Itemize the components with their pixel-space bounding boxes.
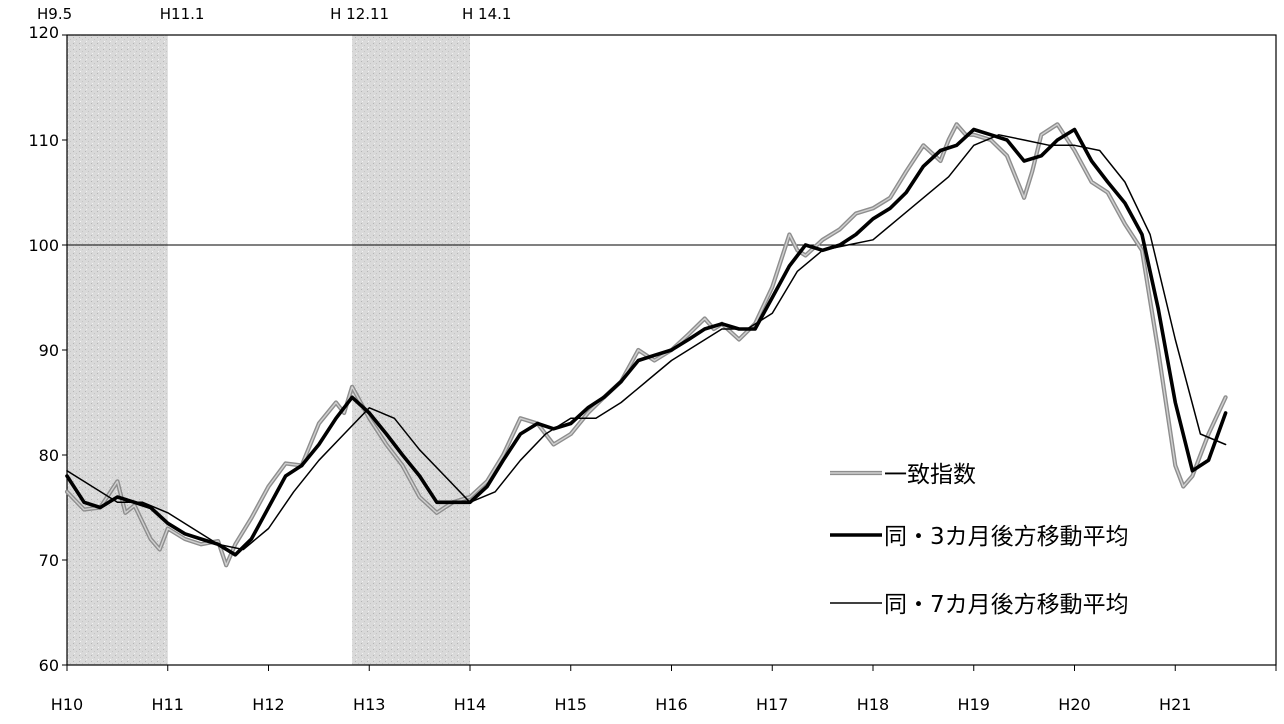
frame-layer: H9.5 H11.1 H 12.11 H 14.1 60 70 80 90 100 110 120 H… <box>28 5 1277 714</box>
shade-layer <box>67 35 470 665</box>
series-line-1-inner <box>66 123 1227 566</box>
x-tick-label: H10 <box>51 695 83 714</box>
lines-layer <box>64 122 1228 568</box>
y-tick-label: 120 <box>28 23 59 42</box>
y-tick-label: 70 <box>39 551 59 570</box>
x-tick-label: H18 <box>857 695 889 714</box>
recession-shade-0 <box>67 35 168 665</box>
y-tick-label: 100 <box>28 236 59 255</box>
legend-label-1: 一致指数 <box>884 462 976 488</box>
series-line-2 <box>65 127 1228 557</box>
recession-shade-1 <box>352 35 470 665</box>
y-tick-label: 90 <box>39 341 59 360</box>
x-tick-label: H15 <box>555 695 587 714</box>
series-3 <box>66 134 1227 551</box>
x-tick-label: H11 <box>152 695 184 714</box>
series-line-3 <box>66 134 1227 551</box>
x-tick-label: H19 <box>958 695 990 714</box>
x-tick-label: H16 <box>655 695 687 714</box>
series-1 <box>64 122 1228 568</box>
legend-label-3: 同・7カ月後方移動平均 <box>884 592 1129 618</box>
series-line-1 <box>64 122 1228 568</box>
y-tick-label: 60 <box>39 656 59 675</box>
y-tick-label: 110 <box>28 131 59 150</box>
y-tick-label: 80 <box>39 446 59 465</box>
x-tick-label: H14 <box>454 695 486 714</box>
legend-label-2: 同・3カ月後方移動平均 <box>884 524 1129 550</box>
shade-end-label-1: H 14.1 <box>462 5 511 23</box>
shade-end-label-0: H11.1 <box>160 5 205 23</box>
shade-start-label-1: H 12.11 <box>330 5 389 23</box>
x-tick-label: H20 <box>1058 695 1090 714</box>
x-tick-label: H12 <box>252 695 284 714</box>
series-2 <box>65 127 1228 557</box>
x-tick-label: H17 <box>756 695 788 714</box>
x-tick-label: H13 <box>353 695 385 714</box>
x-tick-label: H21 <box>1159 695 1191 714</box>
shade-start-label-0: H9.5 <box>37 5 72 23</box>
